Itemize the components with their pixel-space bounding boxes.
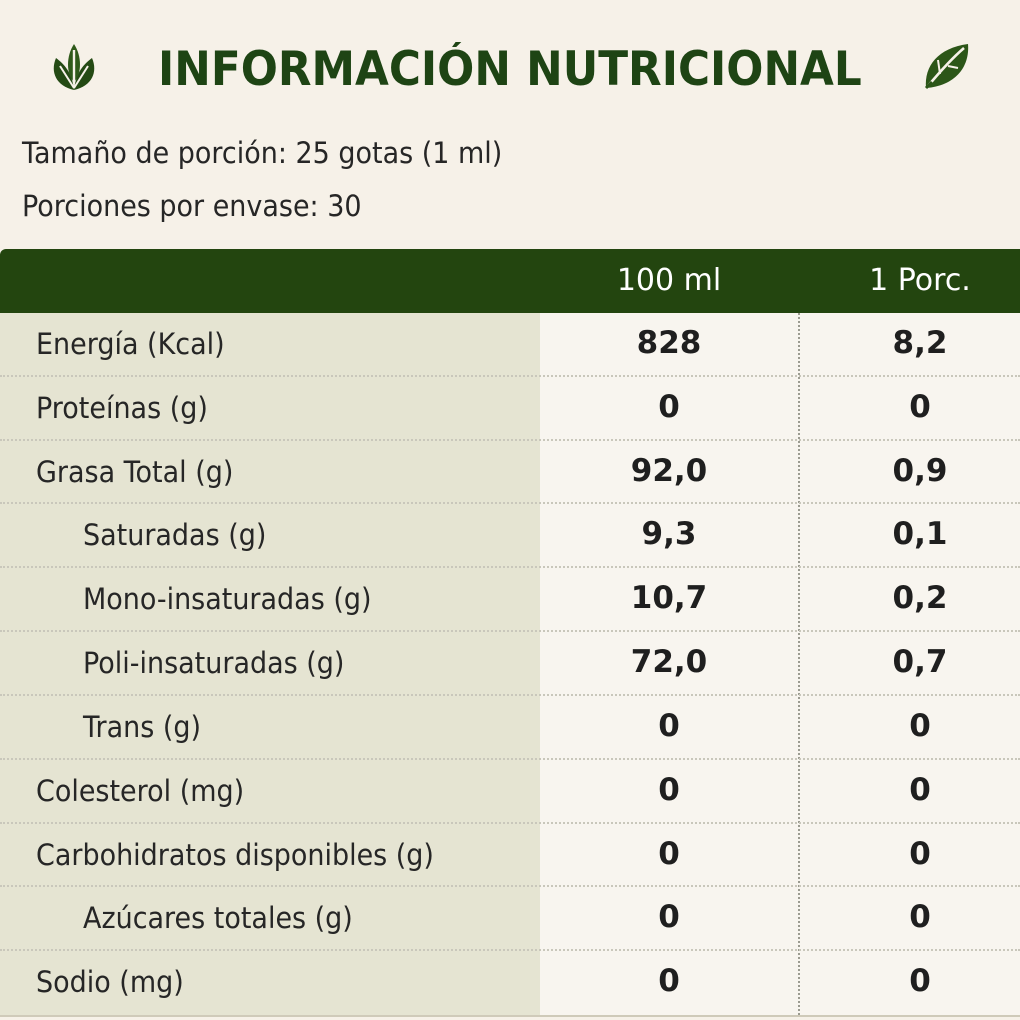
value-per-100ml: 0	[658, 707, 680, 744]
title-bar: INFORMACIÓN NUTRICIONAL	[0, 30, 1020, 110]
value-per-serving: 0	[909, 963, 931, 1000]
leaf-icon	[924, 44, 969, 90]
serving-size: Tamaño de porción: 25 gotas (1 ml)	[22, 136, 503, 170]
value-per-100ml: 9,3	[641, 516, 697, 553]
value-per-serving: 0	[909, 707, 931, 744]
servings-per-container: Porciones por envase: 30	[22, 189, 362, 223]
value-per-serving: 8,2	[892, 325, 948, 361]
label-column	[0, 313, 540, 1015]
nutrient-label: Poli-insaturadas (g)	[83, 646, 345, 681]
nutrition-table: 100 ml 1 Porc. Energía (Kcal) 828 8,2 Prote…	[0, 249, 1020, 1017]
table-row: Trans (g) 0 0	[0, 696, 1020, 760]
nutrient-label: Proteínas (g)	[36, 390, 208, 425]
table-row: Grasa Total (g) 92,0 0,9	[0, 441, 1020, 505]
nutrient-label: Energía (Kcal)	[36, 327, 225, 361]
value-per-100ml: 0	[658, 835, 680, 872]
table-row: Poli-insaturadas (g) 72,0 0,7	[0, 632, 1020, 696]
leaf-icon	[53, 44, 95, 90]
table-body: Energía (Kcal) 828 8,2 Proteínas (g) 0 0 Grasa…	[0, 313, 1020, 1017]
table-row: Azúcares totales (g) 0 0	[0, 887, 1020, 952]
column-header-100ml: 100 ml	[616, 263, 722, 298]
value-per-serving: 0	[909, 835, 931, 872]
nutrient-label: Azúcares totales (g)	[83, 901, 353, 936]
page-title: INFORMACIÓN NUTRICIONAL	[158, 42, 862, 97]
value-per-100ml: 828	[636, 325, 702, 361]
nutrient-label: Sodio (mg)	[36, 965, 184, 1000]
value-per-serving: 0	[909, 899, 931, 936]
table-row: Colesterol (mg) 0 0	[0, 760, 1020, 824]
value-per-100ml: 0	[658, 388, 680, 425]
value-per-serving: 0,2	[892, 580, 948, 617]
value-per-100ml: 0	[658, 771, 680, 808]
value-per-100ml: 10,7	[630, 580, 708, 617]
table-header: 100 ml 1 Porc.	[0, 249, 1020, 313]
table-row: Sodio (mg) 0 0	[0, 951, 1020, 1015]
value-per-100ml: 92,0	[630, 452, 708, 489]
nutrient-label: Colesterol (mg)	[36, 773, 245, 808]
table-row: Mono-insaturadas (g) 10,7 0,2	[0, 568, 1020, 633]
table-row: Carbohidratos disponibles (g) 0 0	[0, 824, 1020, 888]
table-row: Saturadas (g) 9,3 0,1	[0, 504, 1020, 569]
value-per-serving: 0	[909, 771, 931, 808]
value-per-serving: 0,1	[892, 516, 948, 553]
table-row: Energía (Kcal) 828 8,2	[0, 313, 1020, 377]
value-per-100ml: 0	[658, 899, 680, 936]
nutrient-label: Mono-insaturadas (g)	[83, 582, 372, 617]
value-per-serving: 0	[909, 388, 931, 425]
column-header-per-serving: 1 Porc.	[869, 263, 971, 298]
column-divider	[798, 313, 800, 1015]
value-per-100ml: 0	[658, 963, 680, 1000]
table-row: Proteínas (g) 0 0	[0, 377, 1020, 441]
nutrient-label: Trans (g)	[83, 709, 202, 744]
nutrient-label: Carbohidratos disponibles (g)	[36, 837, 434, 872]
value-per-serving: 0,9	[892, 452, 948, 489]
nutrient-label: Grasa Total (g)	[36, 454, 234, 489]
value-per-100ml: 72,0	[630, 644, 708, 681]
value-per-serving: 0,7	[892, 644, 948, 681]
nutrient-label: Saturadas (g)	[83, 518, 267, 553]
